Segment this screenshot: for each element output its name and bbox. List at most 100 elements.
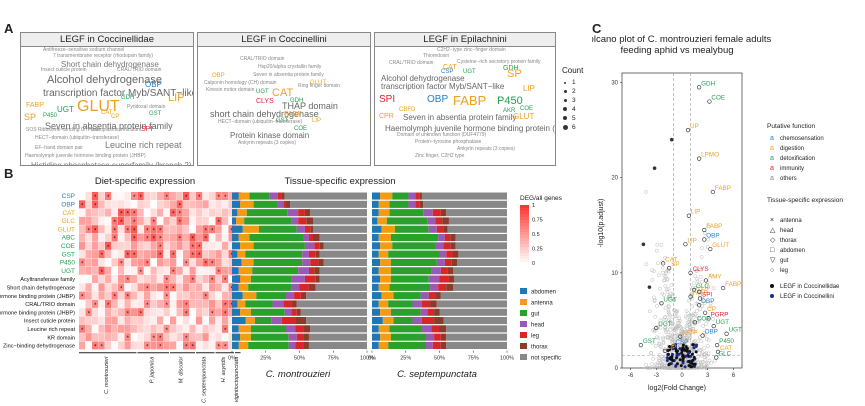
heatmap-cell xyxy=(98,266,105,275)
gene-point xyxy=(657,358,662,363)
gene-point xyxy=(687,298,691,303)
legf-point xyxy=(678,358,682,362)
gene-point xyxy=(705,318,710,323)
cloud-word: COE xyxy=(294,126,308,132)
cloud-word: AKR xyxy=(503,108,516,114)
heatmap-cell xyxy=(183,225,190,234)
heatmap-cell xyxy=(92,341,99,350)
cloud-word: short chain dehydrogenase xyxy=(210,109,319,119)
legf-point xyxy=(665,359,669,363)
heatmap-cell xyxy=(196,266,203,275)
gene-label: UP xyxy=(690,123,699,130)
gene-point xyxy=(655,304,659,309)
tissue-bar-segment xyxy=(245,300,273,308)
tissue-bar-segment xyxy=(319,275,367,283)
significance-star: * xyxy=(185,195,188,201)
heatmap-cell xyxy=(228,291,235,300)
tissue-legend-label: antenna xyxy=(780,218,802,224)
heatmap-cell xyxy=(144,283,151,292)
tissue-bar-segment xyxy=(439,275,449,283)
labeled-gene-point xyxy=(659,301,664,306)
heatmap-cell xyxy=(228,208,235,217)
gene-point xyxy=(663,283,668,288)
tissue-bar-segment xyxy=(428,292,436,300)
heatmap-cell xyxy=(111,283,118,292)
tissue-bar-segment xyxy=(249,192,270,200)
labeled-gene-point xyxy=(692,320,697,325)
heatmap-cell xyxy=(144,316,151,325)
heatmap-cell xyxy=(202,333,209,342)
gene-point xyxy=(668,324,673,328)
row-label: Haemolymph juvenile hormone binding prot… xyxy=(0,310,75,316)
significance-star: * xyxy=(133,253,136,259)
significance-star: * xyxy=(153,237,156,243)
heatmap-cell xyxy=(196,192,203,200)
tissue-bar-segment xyxy=(298,267,309,275)
tissue-bar-segment xyxy=(308,267,315,275)
significance-star: * xyxy=(94,203,97,209)
heatmap-cell xyxy=(228,299,235,308)
gene-point xyxy=(670,339,674,344)
heatmap-cell xyxy=(183,216,190,225)
volcano-legend: Putative function a chemosensation a digesti… xyxy=(767,123,843,300)
heatmap-cell xyxy=(118,258,125,267)
heatmap-cell xyxy=(137,333,144,342)
heatmap-cell xyxy=(79,208,86,217)
tissue-bar-segment xyxy=(435,217,443,225)
tissue-bar-segment xyxy=(381,292,394,300)
tissue-bar-segment xyxy=(380,333,391,341)
gene-point xyxy=(669,321,674,326)
tissue-bar-segment xyxy=(283,200,286,208)
heatmap-cell xyxy=(124,283,131,292)
tissue-bar-segment xyxy=(290,200,367,208)
gene-point xyxy=(653,344,658,348)
heatmap-cell xyxy=(92,291,99,300)
significance-star: * xyxy=(198,253,201,259)
tissue-bar-segment xyxy=(372,225,382,233)
gene-label: FABP xyxy=(715,185,731,192)
tissue-bar-segment xyxy=(440,333,447,341)
gene-point xyxy=(666,308,671,313)
tissue-bar-segment xyxy=(250,333,289,341)
gene-point xyxy=(706,351,711,356)
significance-star: * xyxy=(179,203,182,209)
gene-point xyxy=(667,295,672,300)
tissue-bar-segment xyxy=(419,192,422,200)
tissue-bar-segment xyxy=(420,292,429,300)
significance-star: * xyxy=(81,295,84,301)
significance-star: * xyxy=(192,344,195,350)
cloud-word: GDH xyxy=(290,98,304,104)
heatmap-cell xyxy=(176,333,183,342)
gene-point xyxy=(651,356,656,361)
tissue-bar-segment xyxy=(372,292,382,300)
tissue-bar-segment xyxy=(390,275,429,283)
volcano-ylabel: -log10(p.adjust) xyxy=(598,199,605,248)
cloud-word: Ring finger domain xyxy=(298,83,340,89)
cloud-word: CRAL/TRIO domain xyxy=(240,56,285,62)
gene-point xyxy=(669,366,674,370)
tissue-bar-segment xyxy=(390,333,426,341)
tissue-bar-segment xyxy=(323,242,367,250)
tissue-bar-segment xyxy=(308,283,316,291)
tissue-bar-segment xyxy=(388,250,440,258)
heatmap-cell xyxy=(228,225,235,234)
significance-star: * xyxy=(172,270,175,276)
heatmap-cell xyxy=(131,216,138,225)
gene-point xyxy=(698,274,703,279)
heatmap-cell xyxy=(85,192,92,200)
row-label: Insect cuticle protein xyxy=(24,319,75,325)
heatmap-cell xyxy=(209,258,216,267)
legf-point xyxy=(691,343,695,347)
tissue-bar-segment xyxy=(451,258,458,266)
heatmap-cell xyxy=(124,200,131,209)
heatmap-cell xyxy=(131,225,138,234)
tissue-bar-segment xyxy=(298,217,307,225)
significance-star: * xyxy=(185,261,188,267)
cloud-word: OBP xyxy=(212,73,225,79)
tissue-bar-segment xyxy=(232,217,237,225)
heatmap-cell xyxy=(150,225,157,234)
heatmap-cell xyxy=(85,250,92,259)
heatmap-cell xyxy=(196,283,203,292)
cloud-word: SOS Ribosome−binding GTPase xyxy=(26,127,100,133)
heatmap-cell xyxy=(79,225,86,234)
